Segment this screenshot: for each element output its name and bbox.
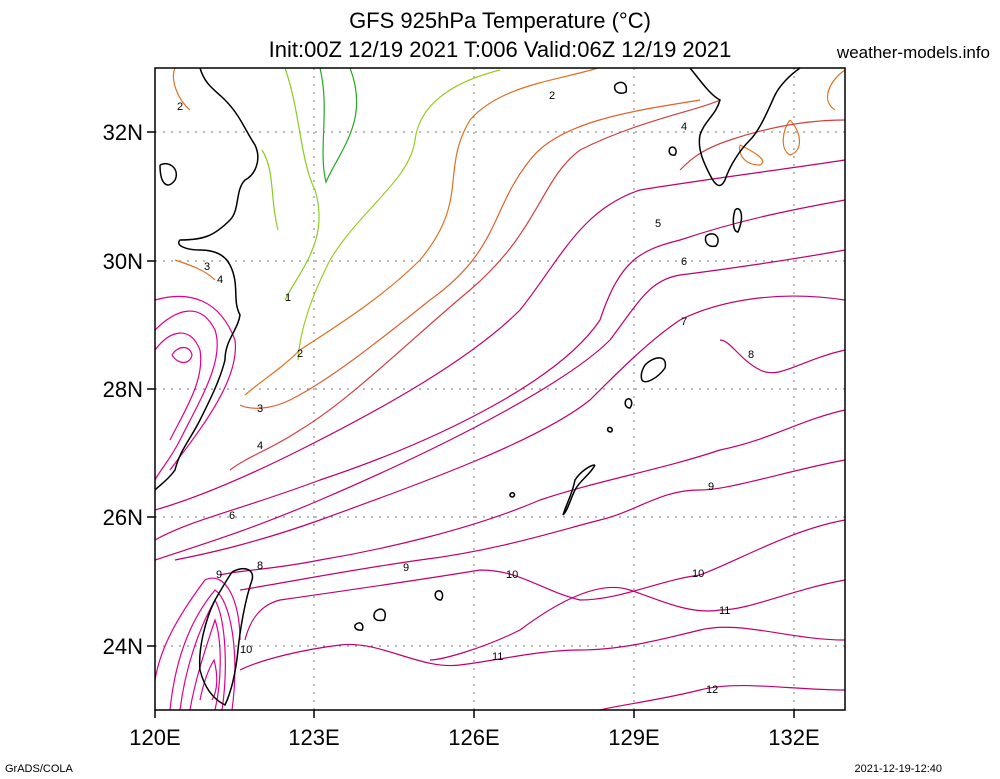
isotherm-7	[174, 295, 846, 561]
isotherm-12	[599, 684, 846, 711]
coast-island-3	[732, 208, 743, 233]
contour-label: 8	[257, 560, 263, 572]
coast-island-7	[509, 492, 516, 498]
isotherm-1	[284, 67, 320, 301]
isotherm-coast-2	[154, 332, 202, 441]
contour-label: 9	[216, 569, 222, 581]
contour-label: 8	[748, 349, 754, 361]
isotherm-2c	[827, 69, 846, 111]
isotherm-coast-3	[171, 346, 193, 364]
isotherm-taiwan-1	[169, 589, 236, 711]
site-label: weather-models.info	[836, 43, 990, 62]
contour-label: 4	[681, 121, 687, 133]
x-tick-label: 123E	[288, 725, 339, 750]
isotherm-coast-4	[154, 295, 236, 471]
isotherms	[154, 67, 846, 711]
isotherm-2a	[172, 67, 191, 111]
y-tick-label: 30N	[103, 249, 143, 274]
contour-label: 10	[506, 569, 518, 581]
contour-label: 5	[655, 218, 661, 230]
isotherm-4b	[679, 119, 846, 171]
x-tick-label: 120E	[129, 725, 180, 750]
isotherm-10b	[429, 579, 846, 661]
axis-labels: 120E 123E 126E 129E 132E 32N 30N 28N 26N…	[103, 120, 820, 750]
coastlines	[154, 67, 801, 707]
y-tick-label: 26N	[103, 505, 143, 530]
isotherm-10	[244, 519, 846, 641]
isotherm-taiwan-5	[154, 577, 241, 681]
isotherm-3b	[174, 259, 216, 281]
coast-china-inlet	[159, 163, 177, 186]
y-tick-label: 28N	[103, 377, 143, 402]
coast-yaeyama-1	[373, 608, 387, 622]
coast-china-mainland	[154, 67, 259, 491]
contour-label: 2	[549, 90, 555, 102]
isotherm-3d	[739, 144, 764, 166]
contour-labels: 1 2 2 2 3 3 4 4 4 5 6 6 7 8 8 9 9 9 10 1…	[177, 90, 754, 696]
axis-ticks	[147, 131, 795, 718]
isotherm-3	[239, 99, 701, 409]
coast-yaeyama-2	[354, 622, 364, 631]
coast-island-5	[624, 397, 633, 409]
map-subtitle: Init:00Z 12/19 2021 T:006 Valid:06Z 12/1…	[268, 37, 732, 62]
footer-software: GrADS/COLA	[5, 763, 73, 775]
y-tick-label: 32N	[103, 120, 143, 145]
contour-label: 6	[229, 510, 235, 522]
isotherm-9	[239, 459, 846, 591]
contour-label: 12	[706, 684, 718, 696]
coast-taiwan	[198, 568, 254, 707]
contour-label: 9	[403, 562, 409, 574]
contour-label: 9	[708, 481, 714, 493]
coast-island-6	[606, 426, 613, 433]
isotherm-coast-1	[154, 310, 218, 481]
isotherm-taiwan-3	[189, 618, 221, 711]
isotherm-8a	[719, 339, 846, 374]
contour-label: 1	[285, 292, 291, 304]
isotherm-6b	[154, 249, 846, 561]
isotherm-6	[154, 199, 846, 541]
coast-miyako	[434, 590, 444, 601]
x-tick-label: 132E	[768, 725, 819, 750]
coast-island-2	[668, 146, 677, 156]
coast-island-1	[613, 81, 628, 94]
coast-island-4	[704, 233, 719, 248]
contour-label: 4	[257, 440, 263, 452]
y-tick-label: 24N	[103, 634, 143, 659]
isotherm-taiwan-4	[199, 658, 218, 701]
contour-label: 4	[217, 274, 223, 286]
isotherm-4	[229, 99, 721, 471]
contour-label: 2	[297, 348, 303, 360]
coast-okinawa	[562, 464, 596, 516]
contour-label: 3	[204, 261, 210, 273]
coast-kyushu	[689, 67, 801, 187]
isotherm-11	[239, 626, 846, 671]
footer-timestamp: 2021-12-19-12:40	[854, 763, 942, 775]
contour-label: 11	[492, 651, 503, 663]
isotherm-2b	[244, 67, 599, 396]
contour-label: 10	[692, 568, 704, 580]
contour-label: 6	[681, 256, 687, 268]
contour-label: 3	[257, 403, 263, 415]
contour-label: 2	[177, 101, 183, 113]
x-tick-label: 126E	[448, 725, 499, 750]
isotherm-1b	[261, 149, 279, 231]
isotherm-0	[319, 67, 358, 184]
isotherm-8	[219, 409, 846, 576]
coast-amami	[640, 357, 667, 383]
isotherm-1c	[297, 69, 501, 361]
contour-label: 7	[681, 316, 687, 328]
map-title: GFS 925hPa Temperature (°C)	[349, 8, 651, 33]
contour-label: 10	[240, 644, 252, 656]
contour-label: 11	[719, 605, 730, 617]
isotherm-3c	[782, 119, 800, 156]
x-tick-label: 129E	[608, 725, 659, 750]
isotherm-5	[154, 159, 846, 511]
